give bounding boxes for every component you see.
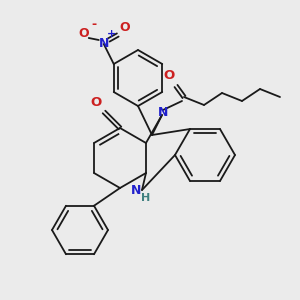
Text: H: H	[141, 193, 151, 203]
Text: +: +	[107, 29, 116, 39]
Text: O: O	[119, 22, 130, 34]
Text: N: N	[158, 106, 168, 118]
Text: N: N	[131, 184, 141, 196]
Text: O: O	[78, 28, 89, 40]
Text: O: O	[90, 97, 102, 110]
Text: -: -	[91, 19, 96, 32]
Text: O: O	[164, 70, 175, 83]
Text: N: N	[99, 38, 109, 50]
